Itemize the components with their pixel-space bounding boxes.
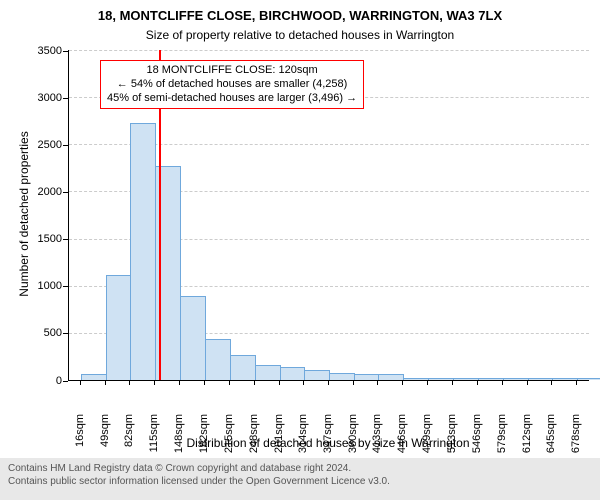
x-tick-mark	[254, 380, 255, 385]
x-tick-label: 115sqm	[148, 414, 160, 464]
x-tick-mark	[477, 380, 478, 385]
x-tick-mark	[204, 380, 205, 385]
x-tick-mark	[353, 380, 354, 385]
x-tick-label: 678sqm	[570, 414, 582, 464]
histogram-bar	[81, 374, 107, 380]
histogram-bar	[403, 378, 429, 380]
x-tick-mark	[328, 380, 329, 385]
x-tick-label: 413sqm	[371, 414, 383, 464]
chart-title: 18, MONTCLIFFE CLOSE, BIRCHWOOD, WARRING…	[0, 8, 600, 23]
x-tick-label: 546sqm	[471, 414, 483, 464]
x-tick-mark	[80, 380, 81, 385]
x-tick-label: 479sqm	[421, 414, 433, 464]
gridline	[69, 50, 589, 51]
histogram-bar	[428, 378, 454, 380]
histogram-bar	[255, 365, 281, 380]
histogram-bar	[205, 339, 231, 380]
x-tick-mark	[154, 380, 155, 385]
x-tick-mark	[229, 380, 230, 385]
y-tick-label: 3500	[22, 45, 62, 57]
x-tick-label: 645sqm	[545, 414, 557, 464]
histogram-bar	[378, 374, 404, 380]
histogram-bar	[552, 378, 578, 380]
y-tick-label: 3000	[22, 92, 62, 104]
histogram-bar	[577, 378, 600, 380]
x-tick-label: 148sqm	[173, 414, 185, 464]
y-tick-label: 500	[22, 327, 62, 339]
x-tick-label: 314sqm	[297, 414, 309, 464]
x-tick-label: 347sqm	[322, 414, 334, 464]
x-tick-label: 49sqm	[99, 414, 111, 464]
x-tick-mark	[129, 380, 130, 385]
x-tick-label: 513sqm	[446, 414, 458, 464]
x-tick-mark	[527, 380, 528, 385]
annotation-box: 18 MONTCLIFFE CLOSE: 120sqm ← 54% of det…	[100, 60, 364, 109]
histogram-bar	[230, 355, 256, 381]
x-tick-mark	[179, 380, 180, 385]
y-tick-label: 1000	[22, 280, 62, 292]
x-tick-mark	[427, 380, 428, 385]
x-tick-mark	[502, 380, 503, 385]
x-tick-mark	[452, 380, 453, 385]
x-tick-label: 182sqm	[198, 414, 210, 464]
x-tick-label: 281sqm	[273, 414, 285, 464]
histogram-bar	[354, 374, 380, 380]
histogram-bar	[280, 367, 306, 380]
x-tick-mark	[551, 380, 552, 385]
footer-line: Contains public sector information licen…	[8, 475, 592, 488]
y-tick-label: 2500	[22, 139, 62, 151]
histogram-bar	[478, 378, 504, 380]
chart-subtitle: Size of property relative to detached ho…	[0, 28, 600, 42]
x-tick-label: 248sqm	[248, 414, 260, 464]
y-tick-label: 1500	[22, 233, 62, 245]
histogram-bar	[106, 275, 132, 380]
histogram-bar	[130, 123, 156, 380]
x-tick-label: 579sqm	[496, 414, 508, 464]
x-tick-label: 446sqm	[396, 414, 408, 464]
annotation-line: 18 MONTCLIFFE CLOSE: 120sqm	[107, 64, 357, 78]
histogram-bar	[503, 378, 529, 380]
footer: Contains HM Land Registry data © Crown c…	[0, 458, 600, 500]
annotation-line: ← 54% of detached houses are smaller (4,…	[107, 78, 357, 92]
x-tick-label: 82sqm	[123, 414, 135, 464]
x-tick-label: 380sqm	[347, 414, 359, 464]
y-tick-label: 0	[22, 375, 62, 387]
x-tick-mark	[105, 380, 106, 385]
annotation-line: 45% of semi-detached houses are larger (…	[107, 92, 357, 106]
x-tick-label: 16sqm	[74, 414, 86, 464]
x-tick-mark	[279, 380, 280, 385]
histogram-bar	[304, 370, 330, 380]
x-tick-mark	[402, 380, 403, 385]
x-tick-label: 215sqm	[223, 414, 235, 464]
x-tick-label: 612sqm	[521, 414, 533, 464]
histogram-bar	[180, 296, 206, 380]
histogram-bar	[453, 378, 479, 380]
x-tick-mark	[377, 380, 378, 385]
histogram-bar	[528, 378, 554, 380]
chart-container: 18, MONTCLIFFE CLOSE, BIRCHWOOD, WARRING…	[0, 0, 600, 500]
histogram-bar	[329, 373, 355, 380]
y-tick-label: 2000	[22, 186, 62, 198]
x-tick-mark	[303, 380, 304, 385]
x-tick-mark	[576, 380, 577, 385]
